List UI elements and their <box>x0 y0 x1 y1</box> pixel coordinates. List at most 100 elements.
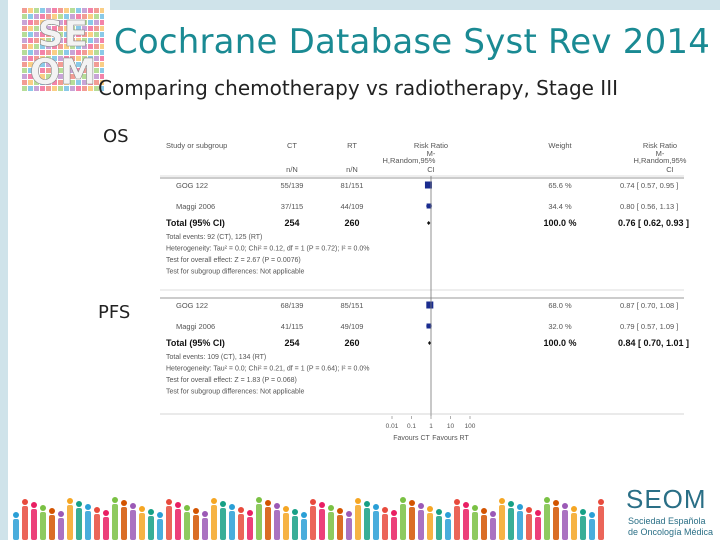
logo-tile <box>52 50 57 55</box>
logo-tile <box>64 8 69 13</box>
logo-tile <box>82 26 87 31</box>
person-figure-head <box>436 509 442 515</box>
logo-tile <box>100 56 104 61</box>
logo-tile <box>70 38 75 43</box>
logo-tile <box>76 56 81 61</box>
pfs-rt-1: 49/109 <box>341 322 364 331</box>
logo-tile <box>88 80 93 85</box>
person-figure-body <box>544 504 550 540</box>
person-figure-head <box>526 507 532 513</box>
os-note-3: Test for subgroup differences: Not appli… <box>166 269 305 276</box>
slide-subtitle: Comparing chemotherapy vs radiotherapy, … <box>98 76 618 100</box>
logo-tile <box>70 56 75 61</box>
os-study-1: Maggi 2006 <box>176 202 215 211</box>
logo-tile <box>58 74 63 79</box>
person-figure-head <box>256 497 262 503</box>
person-figure-head <box>40 505 46 511</box>
logo-tile <box>88 74 93 79</box>
logo-tile <box>88 68 93 73</box>
header-rt: RT <box>347 141 357 150</box>
person-figure-body <box>418 510 424 540</box>
person-figure-head <box>58 511 64 517</box>
logo-tile <box>64 14 69 19</box>
person-figure-head <box>472 505 478 511</box>
logo-tile <box>28 26 33 31</box>
logo-tile <box>100 86 104 91</box>
person-figure-head <box>112 497 118 503</box>
logo-tile <box>64 62 69 67</box>
person-figure-head <box>463 502 469 508</box>
person-figure-head <box>247 510 253 516</box>
logo-tile <box>52 44 57 49</box>
logo-tile <box>82 44 87 49</box>
logo-tile <box>52 26 57 31</box>
logo-tile <box>100 32 104 37</box>
person-figure-head <box>373 504 379 510</box>
person-figure-head <box>418 503 424 509</box>
logo-tile <box>88 26 93 31</box>
logo-tile <box>82 14 87 19</box>
logo-tile <box>52 86 57 91</box>
os-ci-text-0: 0.74 [ 0.57, 0.95 ] <box>620 181 678 190</box>
logo-tile <box>46 56 51 61</box>
os-ci-text-1: 0.80 [ 0.56, 1.13 ] <box>620 202 678 211</box>
person-figure-head <box>49 508 55 514</box>
person-figure-body <box>391 517 397 540</box>
logo-tile <box>88 44 93 49</box>
person-figure-head <box>517 504 523 510</box>
person-figure-body <box>562 510 568 540</box>
person-figure-body <box>319 509 325 540</box>
logo-tile <box>100 14 104 19</box>
header-ct: CT <box>287 141 297 150</box>
logo-tile <box>46 44 51 49</box>
person-figure-head <box>553 500 559 506</box>
logo-tile <box>64 80 69 85</box>
logo-tile <box>22 26 27 31</box>
logo-tile <box>52 68 57 73</box>
logo-tile <box>70 50 75 55</box>
pfs-note-2: Test for overall effect: Z = 1.83 (P = 0… <box>166 377 297 384</box>
person-figure-body <box>85 511 91 540</box>
person-figure-body <box>58 518 64 540</box>
person-figure-head <box>427 506 433 512</box>
person-figure-body <box>274 510 280 540</box>
pfs-point-0 <box>426 301 434 309</box>
logo-tile <box>46 26 51 31</box>
logo-tile <box>40 68 45 73</box>
seom-logo: SEOM Sociedad Española de Oncología Médi… <box>624 484 714 540</box>
person-figure-body <box>364 508 370 540</box>
person-figure-body <box>112 504 118 540</box>
person-figure-head <box>535 510 541 516</box>
person-figure-head <box>67 498 73 504</box>
logo-tile <box>28 68 33 73</box>
person-figure-body <box>76 508 82 540</box>
logo-tile <box>52 32 57 37</box>
logo-tile <box>76 50 81 55</box>
logo-tile <box>34 62 39 67</box>
os-ct-1: 37/115 <box>281 202 303 211</box>
axis-tick-label-0: 0.01 <box>386 423 399 430</box>
logo-tile <box>22 14 27 19</box>
logo-tile <box>76 32 81 37</box>
person-figure-head <box>85 504 91 510</box>
logo-tile <box>40 74 45 79</box>
axis-tick-label-4: 100 <box>465 423 476 430</box>
pfs-note-1: Heterogeneity: Tau² = 0.0; Chi² = 0.21, … <box>166 366 369 373</box>
logo-tile <box>22 74 27 79</box>
person-figure-body <box>490 518 496 540</box>
person-figure-body <box>301 519 307 540</box>
person-figure-head <box>319 502 325 508</box>
logo-tile <box>64 50 69 55</box>
logo-tile <box>94 50 99 55</box>
person-figure-body <box>598 506 604 540</box>
logo-tile <box>58 32 63 37</box>
logo-tile <box>34 26 39 31</box>
os-rt-1: 44/109 <box>341 202 364 211</box>
person-figure-head <box>301 512 307 518</box>
person-figure-body <box>553 507 559 540</box>
os-point-0 <box>424 181 432 189</box>
logo-tile <box>28 20 33 25</box>
person-figure-body <box>409 507 415 540</box>
person-figure-head <box>175 502 181 508</box>
person-figure-head <box>229 504 235 510</box>
